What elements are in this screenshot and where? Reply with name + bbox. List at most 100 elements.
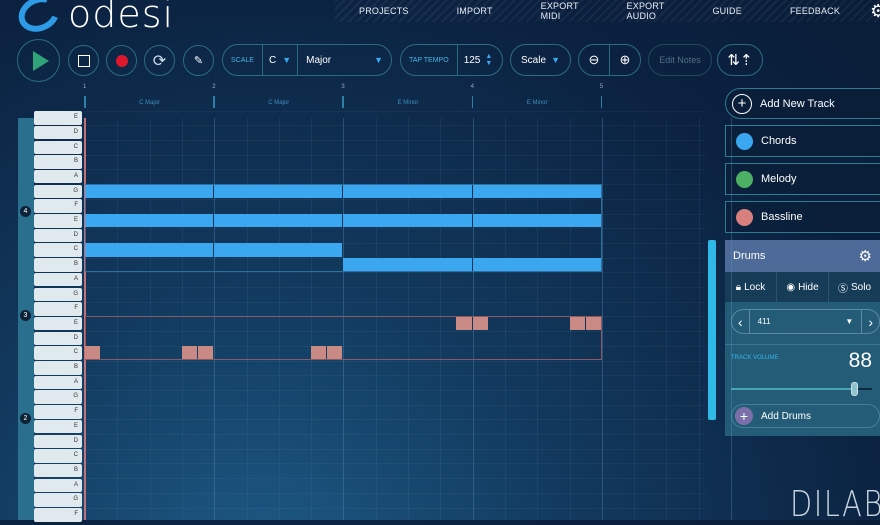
playhead[interactable] — [84, 118, 86, 520]
play-button[interactable] — [17, 39, 60, 82]
bar-tick — [84, 96, 86, 108]
drum-note[interactable] — [585, 316, 601, 331]
pattern-select[interactable]: 411 ▼ — [757, 317, 854, 326]
zoom-in-icon[interactable]: ⊕ — [619, 52, 631, 67]
drum-note[interactable] — [327, 346, 343, 360]
lock-button[interactable]: 🔒︎ Lock — [725, 272, 777, 302]
chord-note[interactable] — [214, 214, 343, 228]
key-select[interactable]: C ▼ — [268, 54, 292, 66]
chord-note[interactable] — [472, 258, 601, 272]
settings-gear-icon[interactable]: ⚙ — [870, 0, 880, 21]
piano-key[interactable]: B — [34, 361, 82, 375]
next-pattern-icon[interactable]: › — [868, 313, 873, 330]
piano-key[interactable]: F — [34, 405, 82, 419]
piano-key[interactable]: A — [34, 272, 82, 287]
chord-note[interactable] — [343, 214, 472, 228]
pencil-button[interactable]: ✎ — [183, 45, 214, 76]
view-select[interactable]: Scale ▼ — [510, 44, 571, 76]
mode-select[interactable]: Major ▼ — [306, 54, 383, 66]
edit-notes-button[interactable]: Edit Notes — [648, 44, 712, 76]
nav-guide[interactable]: GUIDE — [712, 6, 742, 16]
volume-slider[interactable] — [731, 382, 872, 396]
gear-icon[interactable]: ⚙ — [858, 248, 872, 265]
drums-title[interactable]: Drums — [733, 250, 766, 262]
row-line — [85, 331, 705, 333]
drum-note[interactable] — [456, 316, 472, 331]
track-melody[interactable]: Melody — [725, 163, 880, 195]
piano-key[interactable]: G — [34, 390, 82, 404]
chord-note[interactable] — [214, 243, 343, 257]
chord-label[interactable]: C Major — [139, 100, 161, 106]
grid-line — [343, 118, 345, 520]
chord-label[interactable]: C Major — [268, 100, 290, 106]
app-name: odesi — [68, 0, 175, 36]
drum-note[interactable] — [472, 316, 488, 331]
chord-note[interactable] — [85, 243, 214, 257]
piano-key[interactable]: C — [34, 140, 82, 154]
chord-note[interactable] — [85, 184, 214, 198]
piano-key[interactable]: A — [34, 169, 82, 184]
loop-button[interactable]: ⟳ — [144, 45, 175, 76]
tempo-stepper[interactable]: 125 ▲ ▼ — [463, 53, 493, 67]
track-bassline[interactable]: Bassline — [725, 201, 880, 233]
piano-key[interactable]: F — [34, 302, 82, 316]
track-region[interactable] — [85, 316, 602, 361]
add-drums-button[interactable]: + Add Drums — [731, 404, 880, 428]
piano-key[interactable]: E — [34, 316, 82, 331]
hide-button[interactable]: ◉ Hide — [777, 272, 829, 302]
tap-tempo-button[interactable]: TAP TEMPO — [409, 56, 449, 64]
drum-note[interactable] — [198, 346, 214, 360]
nav-export-audio[interactable]: EXPORT AUDIO — [626, 1, 665, 21]
piano-key[interactable]: C — [34, 346, 82, 360]
drum-note[interactable] — [85, 346, 101, 360]
row-line — [85, 492, 705, 494]
stop-button[interactable] — [68, 45, 99, 76]
chord-note[interactable] — [343, 258, 472, 272]
nav-export-midi[interactable]: EXPORT MIDI — [540, 1, 579, 21]
piano-key[interactable]: A — [34, 478, 82, 493]
piano-key[interactable]: B — [34, 463, 82, 478]
volume-slider-thumb[interactable] — [851, 382, 859, 396]
piano-key[interactable]: C — [34, 243, 82, 257]
chord-note[interactable] — [343, 184, 472, 198]
mixer-button[interactable]: ⇅⇡ — [717, 44, 763, 76]
nav-import[interactable]: IMPORT — [456, 6, 493, 16]
chord-note[interactable] — [214, 184, 343, 198]
piano-key[interactable]: C — [34, 449, 82, 463]
nav-feedback[interactable]: FEEDBACK — [789, 6, 841, 16]
drum-note[interactable] — [569, 316, 585, 331]
piano-key[interactable]: F — [34, 199, 82, 213]
row-line — [85, 375, 705, 377]
piano-key[interactable]: A — [34, 375, 82, 390]
piano-key[interactable]: B — [34, 155, 82, 169]
piano-key[interactable]: G — [34, 184, 82, 199]
grid-line — [311, 118, 313, 520]
piano-key[interactable]: D — [34, 228, 82, 243]
piano-key[interactable]: E — [34, 419, 82, 434]
record-button[interactable] — [106, 45, 137, 76]
nav-projects[interactable]: PROJECTS — [359, 6, 409, 16]
piano-key[interactable]: G — [34, 493, 82, 507]
piano-key[interactable]: F — [34, 508, 82, 522]
chord-label[interactable]: E Minor — [397, 100, 419, 106]
chord-label[interactable]: E Minor — [526, 100, 548, 106]
drum-note[interactable] — [311, 346, 327, 360]
piano-key[interactable]: E — [34, 111, 82, 125]
drum-note[interactable] — [181, 346, 198, 360]
add-new-track-button[interactable]: + Add New Track — [725, 88, 880, 119]
piano-key[interactable]: D — [34, 125, 82, 140]
piano-key[interactable]: E — [34, 214, 82, 228]
prev-pattern-icon[interactable]: ‹ — [738, 313, 743, 330]
chord-note[interactable] — [472, 184, 601, 198]
chord-note[interactable] — [472, 214, 601, 228]
bar-number: 4 — [470, 84, 474, 90]
zoom-out-icon[interactable]: ⊖ — [588, 52, 600, 67]
chord-note[interactable] — [85, 214, 214, 228]
piano-key[interactable]: B — [34, 258, 82, 272]
solo-button[interactable]: Ⓢ Solo — [837, 281, 871, 295]
scrollbar[interactable] — [708, 240, 716, 420]
piano-key[interactable]: D — [34, 331, 82, 346]
piano-key[interactable]: G — [34, 287, 82, 301]
track-chords[interactable]: Chords — [725, 125, 880, 157]
piano-key[interactable]: D — [34, 434, 82, 448]
